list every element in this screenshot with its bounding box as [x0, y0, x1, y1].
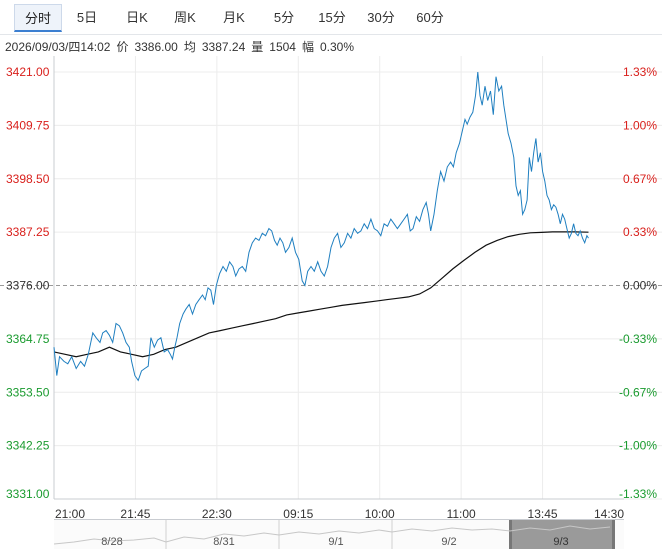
time-tick-label: 09:15: [283, 507, 313, 519]
price-tick-label: 3331.00: [6, 487, 50, 501]
percent-tick-label: -1.33%: [619, 487, 657, 501]
percent-tick-label: -0.67%: [619, 385, 657, 399]
nav-date-4: 9/2: [441, 536, 456, 548]
price-label: 价: [116, 40, 129, 54]
percent-tick-label: -1.00%: [619, 439, 657, 453]
period-tab-bar: 分时 5日 日K 周K 月K 5分 15分 30分 60分: [0, 0, 662, 35]
volume-label: 量: [251, 40, 264, 54]
amplitude-value: 0.30%: [319, 40, 355, 54]
navigator-right-handle[interactable]: [612, 520, 615, 549]
nav-date-3: 9/1: [328, 536, 343, 548]
intraday-chart[interactable]: 3421.00 3409.75 3398.50 3387.25 3376.00 3364.…: [0, 56, 662, 519]
percent-tick-label: 0.67%: [623, 172, 657, 186]
navigator-selected-window[interactable]: [510, 520, 614, 549]
price-tick-label: 3421.00: [6, 65, 50, 79]
price-tick-label: 3409.75: [6, 118, 50, 132]
avg-price-line: [53, 231, 589, 358]
navigator-sparkline: [54, 525, 611, 545]
tab-5day[interactable]: 5日: [76, 10, 98, 25]
price-tick-label: 3342.25: [6, 439, 50, 453]
amplitude-label: 幅: [301, 40, 314, 54]
time-tick-label: 10:00: [365, 507, 395, 519]
navigator-svg: 8/28 8/31 9/1 9/2 9/3: [54, 520, 615, 549]
tab-60min[interactable]: 60分: [416, 10, 444, 25]
tab-monthly-k[interactable]: 月K: [223, 10, 245, 25]
date-navigator[interactable]: 8/28 8/31 9/1 9/2 9/3: [54, 519, 624, 549]
quote-datetime: 2026/09/03/四14:02: [5, 40, 111, 54]
volume-value: 1504: [269, 40, 296, 54]
tab-intraday[interactable]: 分时: [14, 4, 62, 32]
avg-label: 均: [183, 40, 196, 54]
time-tick-label: 13:45: [528, 507, 558, 519]
chart-grid: [0, 56, 662, 500]
percent-tick-label: 1.00%: [623, 118, 657, 132]
percent-tick-label: -0.33%: [619, 332, 657, 346]
time-tick-label: 14:30: [594, 507, 624, 519]
tab-30min[interactable]: 30分: [367, 10, 395, 25]
price-axis-labels: 3421.00 3409.75 3398.50 3387.25 3376.00 3364.…: [6, 65, 50, 501]
avg-value: 3387.24: [201, 40, 246, 54]
price-line: [53, 71, 589, 382]
price-tick-label: 3353.50: [6, 385, 50, 399]
percent-tick-label: 0.33%: [623, 225, 657, 239]
tab-5min[interactable]: 5分: [273, 10, 295, 25]
percent-tick-label: 0.00%: [623, 279, 657, 293]
navigator-left-handle[interactable]: [509, 520, 512, 549]
tab-daily-k[interactable]: 日K: [126, 10, 148, 25]
time-tick-label: 11:00: [447, 507, 476, 519]
price-tick-label: 3364.75: [6, 332, 50, 346]
price-value: 3386.00: [134, 40, 178, 54]
time-axis-labels: 21:00 21:45 22:30 09:15 10:00 11:00 13:45 14:30: [55, 507, 624, 519]
percent-axis-labels: 1.33% 1.00% 0.67% 0.33% 0.00% -0.33% -0.67% -1.…: [619, 65, 657, 501]
time-tick-label: 21:45: [120, 507, 150, 519]
tab-weekly-k[interactable]: 周K: [174, 10, 196, 25]
price-tick-label: 3387.25: [6, 225, 50, 239]
tab-15min[interactable]: 15分: [318, 10, 346, 25]
time-tick-label: 22:30: [202, 507, 232, 519]
quote-info-bar: 2026/09/03/四14:02 价 3386.00 均 3387.24 量 1504 幅 0…: [5, 38, 360, 56]
price-tick-label: 3376.00: [6, 279, 50, 293]
nav-date-5: 9/3: [553, 536, 568, 548]
price-tick-label: 3398.50: [6, 172, 50, 186]
nav-date-2: 8/31: [213, 536, 234, 548]
percent-tick-label: 1.33%: [623, 65, 657, 79]
time-tick-label: 21:00: [55, 507, 85, 519]
nav-date-1: 8/28: [101, 536, 122, 548]
